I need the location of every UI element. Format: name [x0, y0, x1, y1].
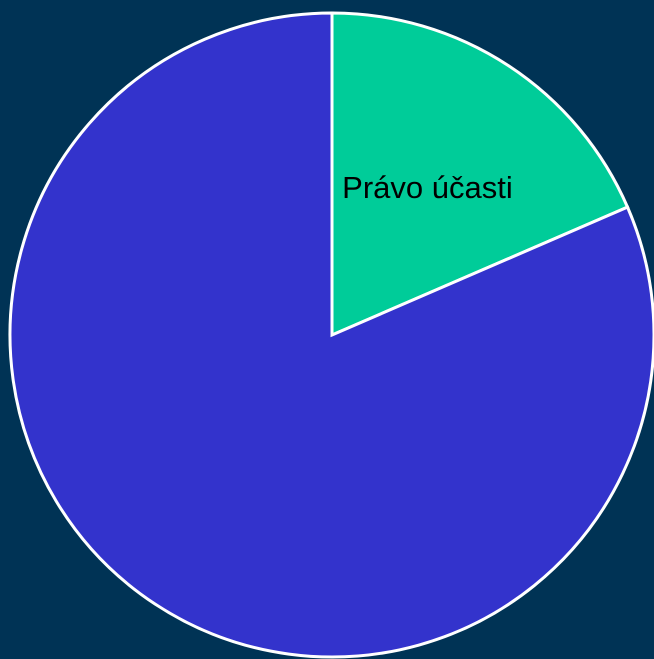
pie-slice-label-0: Právo účasti — [342, 170, 513, 205]
pie-slice-0 — [330, 11, 630, 338]
pie-slices — [8, 11, 654, 659]
pie-labels: Právo účasti — [342, 170, 513, 205]
pie-slice-1 — [8, 11, 654, 659]
